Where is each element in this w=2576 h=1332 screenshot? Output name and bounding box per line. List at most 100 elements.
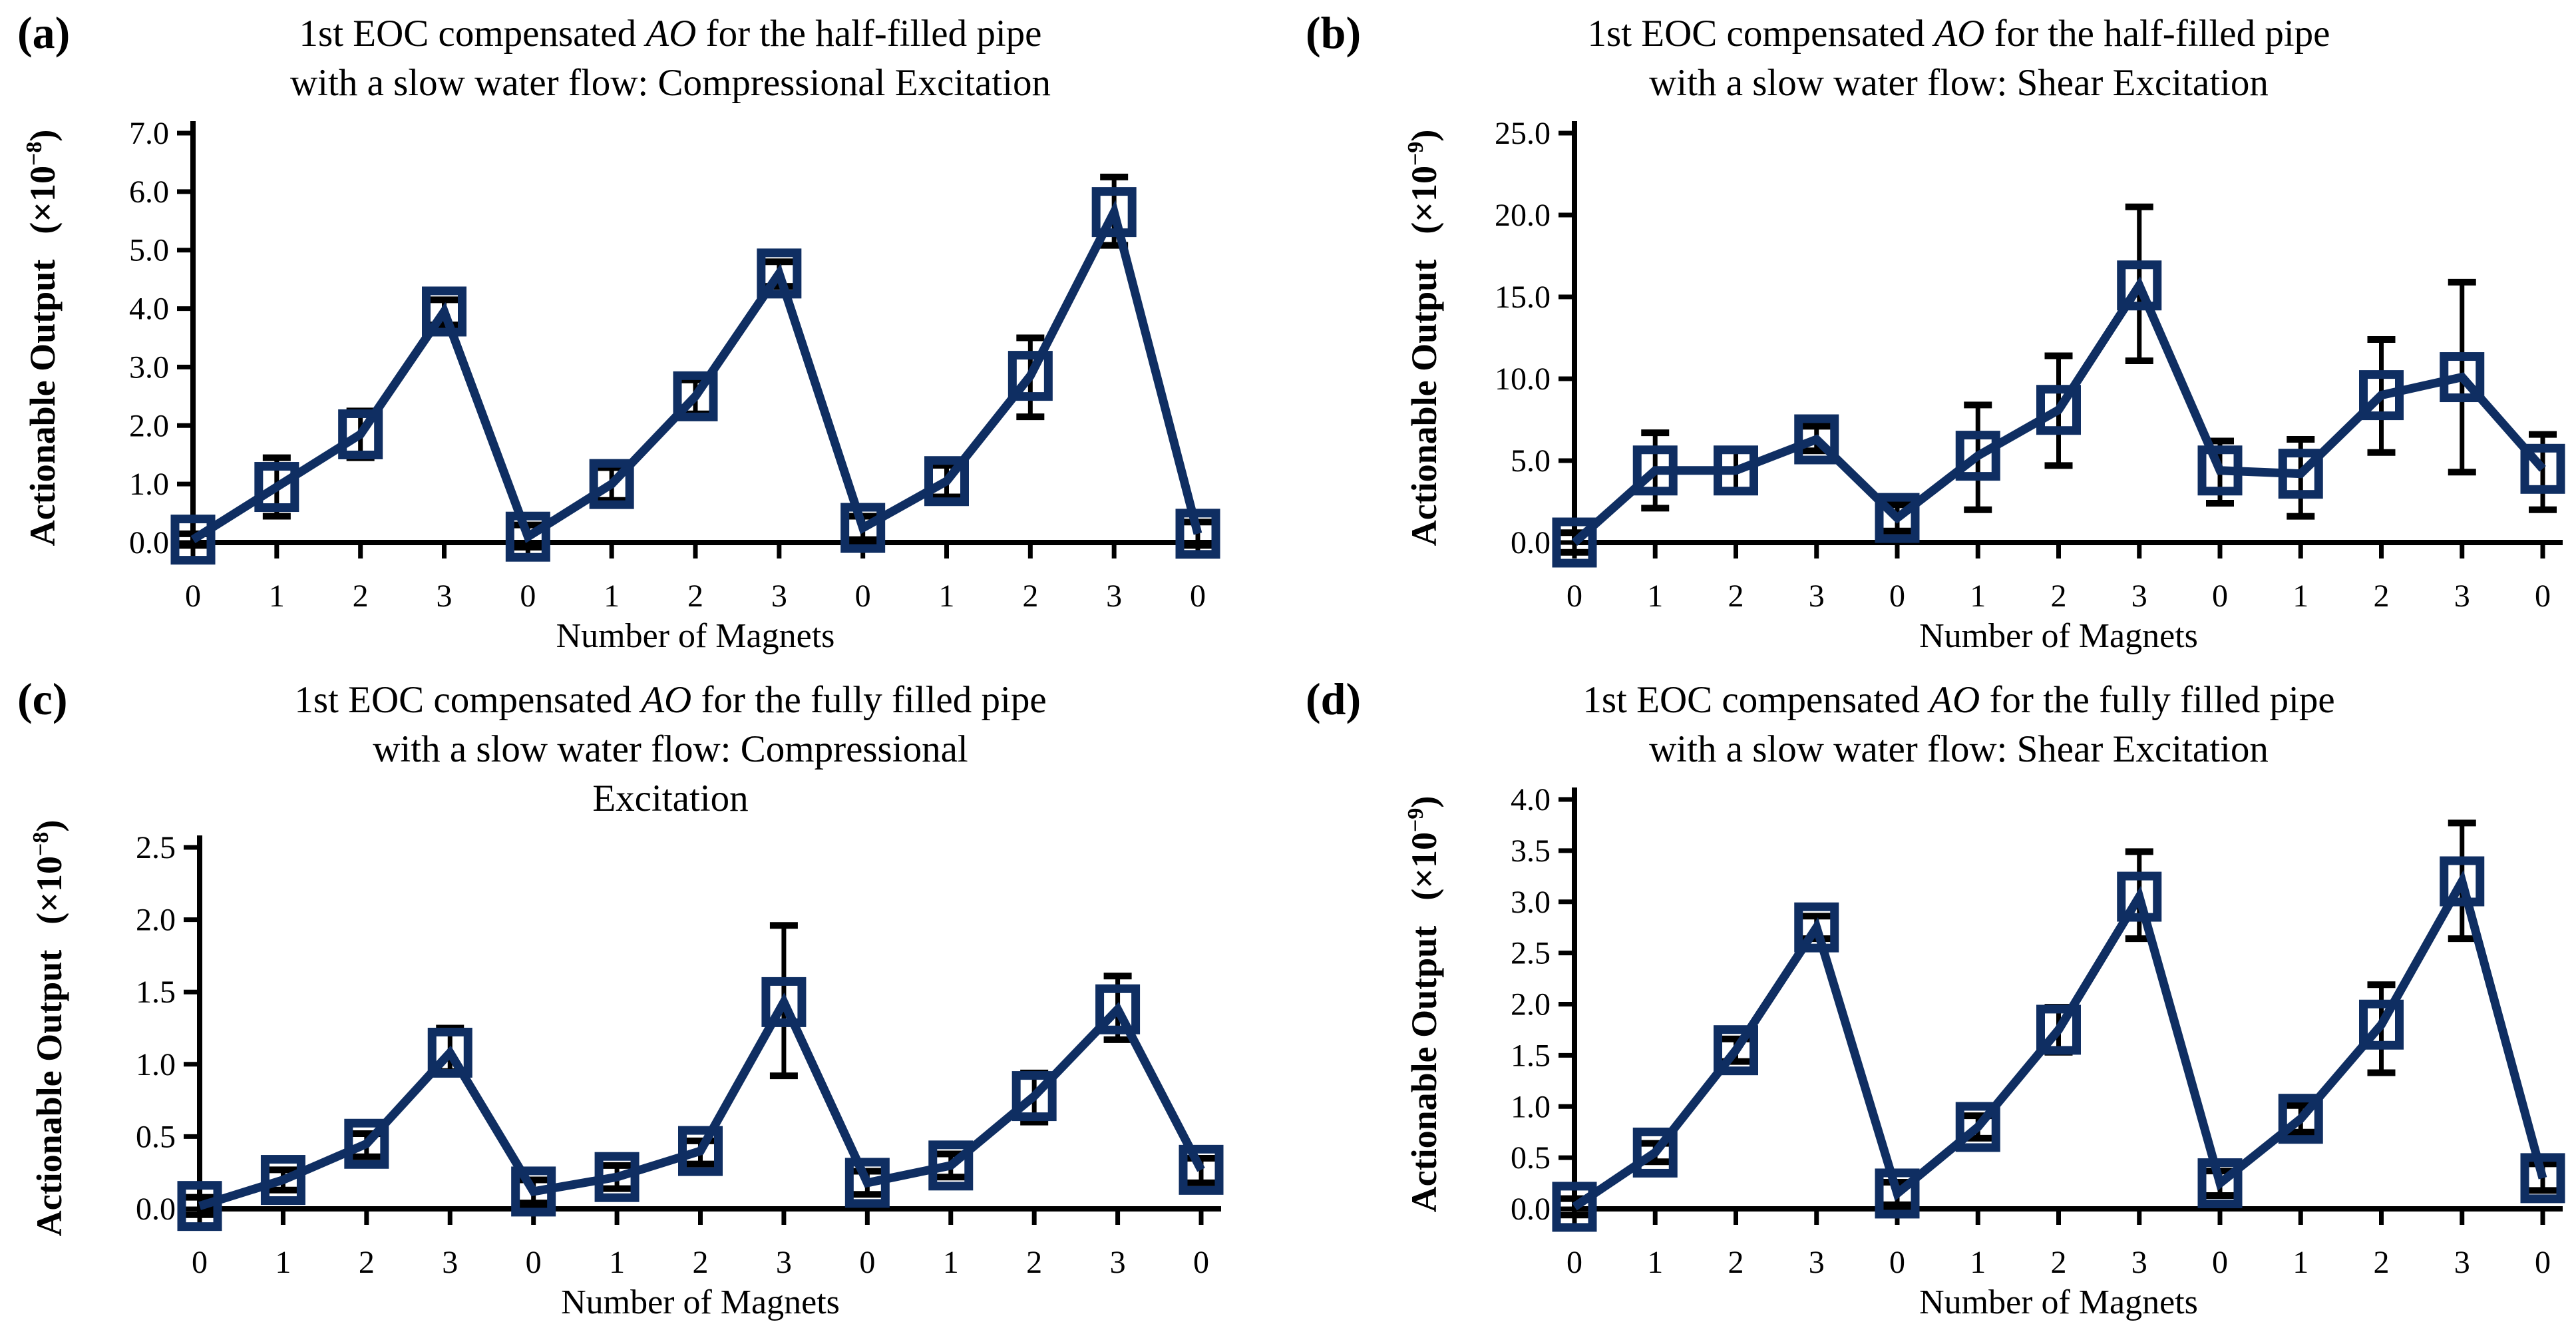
data-point-marker [673,371,718,421]
y-tick-label: 0.0 [136,1192,176,1227]
data-point-marker [1875,1168,1920,1219]
data-point-marker [757,248,802,299]
x-tick-label: 1 [1647,1245,1663,1280]
data-point-marker [1552,1182,1597,1232]
data-point-marker [260,1155,305,1206]
chart-title-a: 1st EOC compensated AO for the half-fill… [80,9,1261,108]
chart-plot-b: 0.0 5.0 10.0 15.0 20.0 25.0 0 1 2 3 0 1 2 3 0 1 2 3 0 Numbe… [1403,116,2565,655]
data-point-marker [2359,370,2404,421]
panel-label-c: (c) [17,674,68,724]
y-axis-title: Actionable Output(×10−8) [22,130,63,547]
chart-plot-c: 0.0 0.5 1.0 1.5 2.0 2.5 0 1 2 3 0 1 2 3 0 1 2 3 0 Number of… [29,820,1224,1321]
data-point-marker [2440,352,2485,403]
y-tick-label: 6.0 [129,174,169,210]
x-tick-label: 2 [2374,578,2390,614]
x-tick-label: 0 [2535,1245,2551,1280]
x-tick-label: 0 [859,1245,875,1280]
y-tick-label: 2.0 [1511,987,1551,1022]
panel-b: (b) 1st EOC compensated AO for the half-… [1288,0,2576,666]
data-series-line [198,993,1205,1210]
data-point-marker [177,1181,222,1231]
data-point-marker [1175,509,1220,559]
x-tick-label: 1 [269,578,285,614]
x-tick-label: 2 [2051,578,2067,614]
chart-title-b: 1st EOC compensated AO for the half-fill… [1368,9,2549,108]
x-tick-label: 3 [1106,578,1122,614]
x-tick-label: 3 [2131,578,2147,614]
data-point-marker [1012,1071,1057,1122]
x-tick-label: 1 [604,578,620,614]
y-tick-label: 4.0 [129,292,169,327]
x-tick-label: 0 [1889,1245,1905,1280]
chart-title-line: with a slow water flow: Shear Excitation [1649,62,2269,104]
data-point-marker [2117,260,2162,311]
x-tick-label: 0 [2212,1245,2228,1280]
data-point-marker [511,1166,556,1217]
chart-title-line: 1st EOC compensated AO for the fully fil… [294,679,1047,721]
chart-title-d: 1st EOC compensated AO for the fully fil… [1368,676,2549,774]
chart-title-line: 1st EOC compensated AO for the half-fill… [1587,13,2330,55]
data-point-marker [2036,385,2081,435]
x-tick-label: 0 [855,578,871,614]
data-point-marker [2278,1094,2323,1144]
data-series-line [190,200,1202,544]
data-point-marker [254,462,299,513]
data-point-marker [344,1118,389,1169]
data-point-marker [1955,431,2000,481]
y-tick-label: 2.5 [1511,936,1551,971]
x-tick-label: 2 [687,578,703,614]
data-point-marker [338,409,383,459]
y-tick-label: 2.0 [129,408,169,443]
y-tick-label: 2.5 [136,830,176,865]
x-tick-label: 2 [2051,1245,2067,1280]
data-point-marker [2359,999,2404,1050]
y-tick-label: 15.0 [1495,280,1551,315]
data-series-line [1572,870,2547,1211]
y-tick-label: 5.0 [1511,443,1551,479]
y-tick-label: 25.0 [1495,116,1551,151]
x-tick-label: 0 [1193,1245,1209,1280]
data-point-marker [589,459,634,509]
panel-label-a: (a) [17,7,71,58]
data-point-marker [928,1140,974,1191]
data-point-marker [1552,517,1597,568]
x-tick-label: 2 [693,1245,709,1280]
panel-c: (c) 1st EOC compensated AO for the fully… [0,666,1288,1332]
chart-title-line: 1st EOC compensated AO for the half-fill… [299,13,1042,55]
x-tick-label: 2 [1728,578,1744,614]
x-tick-label: 1 [1970,578,1986,614]
data-point-marker [2117,871,2162,922]
x-tick-label: 2 [359,1245,375,1280]
data-point-marker [1714,1025,1758,1076]
chart-title-line: with a slow water flow: Compressional Ex… [290,62,1051,104]
x-tick-label: 3 [437,578,453,614]
data-series-line [1571,276,2546,546]
x-tick-label: 3 [2454,578,2470,614]
y-tick-label: 3.5 [1511,833,1551,869]
data-point-marker [1091,187,1137,238]
data-point-marker [2520,443,2565,494]
data-point-marker [427,1027,472,1078]
x-tick-label: 3 [2131,1245,2147,1280]
x-tick-label: 3 [1809,1245,1825,1280]
data-point-marker [840,503,886,553]
data-point-marker [2197,445,2243,496]
x-tick-label: 1 [275,1245,291,1280]
chart-title-line: with a slow water flow: Shear Excitation [1649,728,2269,770]
panel-label-d: (d) [1306,674,1362,724]
data-point-marker [844,1158,890,1208]
x-axis-title: Number of Magnets [1919,617,2198,655]
chart-title-line: Excitation [592,777,749,819]
x-tick-label: 3 [442,1245,458,1280]
y-tick-label: 0.0 [1511,1192,1551,1227]
y-tick-label: 2.0 [136,903,176,938]
x-tick-label: 2 [1022,578,1038,614]
x-axis-title: Number of Magnets [556,617,835,655]
x-tick-label: 0 [1889,578,1905,614]
data-point-marker [924,456,969,507]
x-tick-label: 0 [1566,1245,1582,1280]
chart-title-line: with a slow water flow: Compressional [373,728,968,770]
x-tick-label: 3 [1809,578,1825,614]
data-point-marker [2440,856,2485,907]
data-point-marker [422,286,466,337]
